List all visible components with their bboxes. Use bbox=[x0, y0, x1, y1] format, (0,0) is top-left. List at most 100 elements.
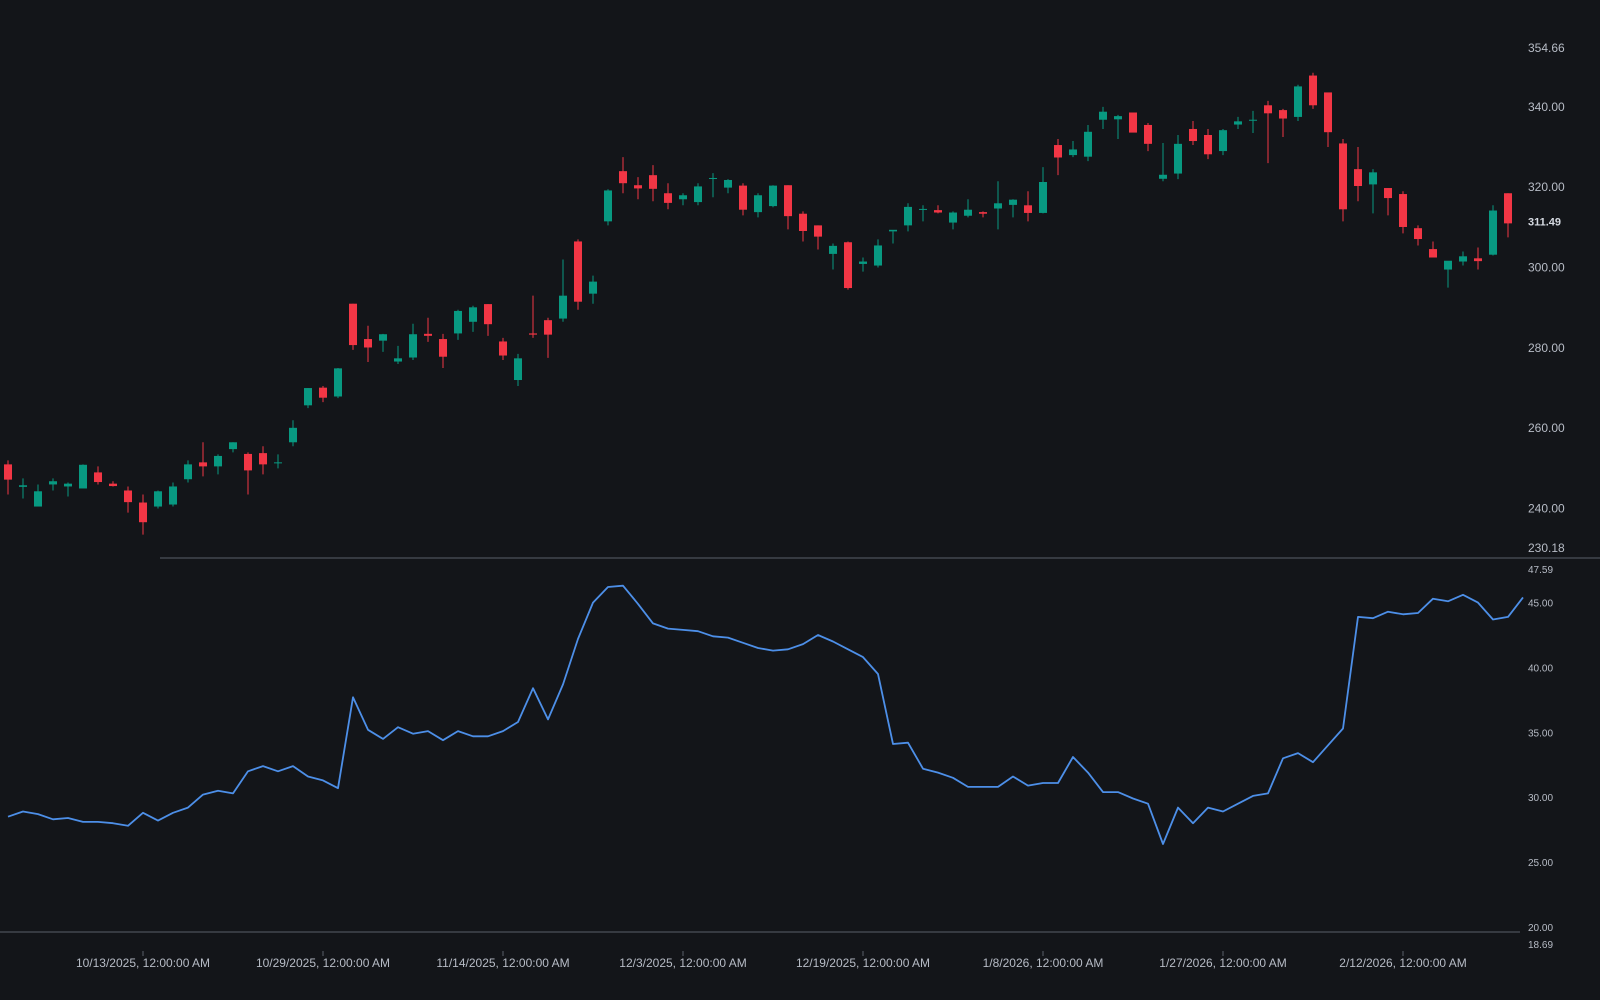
candle[interactable] bbox=[829, 243, 837, 270]
candle[interactable] bbox=[544, 317, 552, 358]
candle[interactable] bbox=[979, 211, 987, 218]
candle[interactable] bbox=[1039, 167, 1047, 214]
candle[interactable] bbox=[289, 420, 297, 447]
candle[interactable] bbox=[319, 386, 327, 403]
candle[interactable] bbox=[994, 181, 1002, 230]
candle[interactable] bbox=[739, 183, 747, 216]
candle[interactable] bbox=[1489, 205, 1497, 256]
candle[interactable] bbox=[1279, 108, 1287, 138]
candle[interactable] bbox=[1189, 120, 1197, 146]
candle[interactable] bbox=[439, 333, 447, 368]
candle[interactable] bbox=[169, 482, 177, 507]
indicator-pane[interactable] bbox=[7, 584, 1524, 845]
candle[interactable] bbox=[1309, 72, 1317, 109]
candle[interactable] bbox=[754, 193, 762, 218]
candle[interactable] bbox=[259, 446, 267, 475]
candle[interactable] bbox=[229, 442, 237, 453]
indicator-line[interactable] bbox=[7, 584, 1524, 845]
candle[interactable] bbox=[1009, 199, 1017, 218]
candle[interactable] bbox=[379, 333, 387, 352]
candle[interactable] bbox=[454, 309, 462, 340]
candle[interactable] bbox=[574, 239, 582, 310]
candle[interactable] bbox=[199, 442, 207, 477]
candle[interactable] bbox=[409, 323, 417, 360]
candle[interactable] bbox=[1384, 188, 1392, 216]
candle[interactable] bbox=[394, 345, 402, 364]
candle[interactable] bbox=[559, 259, 567, 322]
candle[interactable] bbox=[1264, 100, 1272, 164]
candle[interactable] bbox=[1294, 84, 1302, 121]
candle[interactable] bbox=[499, 337, 507, 360]
candle[interactable] bbox=[19, 478, 27, 499]
price-scale[interactable]: 354.66 340.00 320.00 311.49 300.00 280.00 260.… bbox=[1528, 41, 1565, 555]
candle[interactable] bbox=[934, 205, 942, 214]
candle[interactable] bbox=[1429, 241, 1437, 258]
time-axis[interactable]: 10/13/2025, 12:00:00 AM 10/29/2025, 12:00… bbox=[76, 951, 1467, 970]
candle[interactable] bbox=[844, 241, 852, 290]
candle[interactable] bbox=[94, 466, 102, 485]
candle[interactable] bbox=[244, 452, 252, 495]
candle[interactable] bbox=[814, 225, 822, 250]
candle[interactable] bbox=[1234, 116, 1242, 129]
candle[interactable] bbox=[514, 353, 522, 387]
candle[interactable] bbox=[109, 481, 117, 487]
candle[interactable] bbox=[859, 257, 867, 272]
candle[interactable] bbox=[679, 193, 687, 206]
candle[interactable] bbox=[784, 185, 792, 230]
candle[interactable] bbox=[889, 229, 897, 244]
candle[interactable] bbox=[1444, 260, 1452, 288]
candle[interactable] bbox=[1159, 143, 1167, 182]
candle[interactable] bbox=[1114, 114, 1122, 140]
candle[interactable] bbox=[1399, 191, 1407, 234]
candle[interactable] bbox=[1324, 92, 1332, 148]
candle[interactable] bbox=[769, 185, 777, 208]
candle[interactable] bbox=[1474, 247, 1482, 270]
candle[interactable] bbox=[79, 464, 87, 489]
price-pane[interactable] bbox=[4, 72, 1512, 535]
candle[interactable] bbox=[304, 388, 312, 409]
candle[interactable] bbox=[49, 478, 57, 491]
candle[interactable] bbox=[1099, 106, 1107, 129]
candle[interactable] bbox=[1174, 135, 1182, 180]
candle[interactable] bbox=[919, 205, 927, 222]
candle[interactable] bbox=[1219, 128, 1227, 156]
candle[interactable] bbox=[799, 211, 807, 242]
candle[interactable] bbox=[964, 199, 972, 218]
candle[interactable] bbox=[469, 305, 477, 332]
candle[interactable] bbox=[1414, 225, 1422, 246]
candle[interactable] bbox=[664, 183, 672, 210]
candle[interactable] bbox=[709, 173, 717, 198]
candle[interactable] bbox=[4, 460, 12, 495]
indicator-scale[interactable]: 47.59 45.00 40.00 35.00 30.00 25.00 20.00 18.69 bbox=[1528, 565, 1553, 951]
candle[interactable] bbox=[1144, 122, 1152, 152]
candle[interactable] bbox=[1024, 191, 1032, 222]
candle[interactable] bbox=[529, 295, 537, 338]
candle[interactable] bbox=[619, 157, 627, 194]
candle[interactable] bbox=[1129, 112, 1137, 133]
candle[interactable] bbox=[649, 165, 657, 202]
candle[interactable] bbox=[604, 189, 612, 226]
candle[interactable] bbox=[424, 317, 432, 342]
candle[interactable] bbox=[589, 275, 597, 304]
candle[interactable] bbox=[694, 183, 702, 206]
candle[interactable] bbox=[904, 203, 912, 232]
candle[interactable] bbox=[1084, 124, 1092, 162]
candle[interactable] bbox=[1339, 139, 1347, 222]
candle[interactable] bbox=[1054, 139, 1062, 176]
candle[interactable] bbox=[364, 325, 372, 362]
candle[interactable] bbox=[334, 367, 342, 399]
candle[interactable] bbox=[139, 494, 147, 535]
candle[interactable] bbox=[1249, 110, 1257, 133]
candle[interactable] bbox=[724, 179, 732, 194]
candle[interactable] bbox=[274, 454, 282, 469]
candle[interactable] bbox=[874, 239, 882, 268]
candle[interactable] bbox=[634, 177, 642, 200]
candle[interactable] bbox=[34, 484, 42, 507]
candle[interactable] bbox=[949, 211, 957, 230]
candle[interactable] bbox=[154, 490, 162, 509]
candle[interactable] bbox=[349, 303, 357, 350]
candle[interactable] bbox=[214, 454, 222, 475]
candle[interactable] bbox=[1459, 251, 1467, 266]
candle[interactable] bbox=[1504, 193, 1512, 238]
